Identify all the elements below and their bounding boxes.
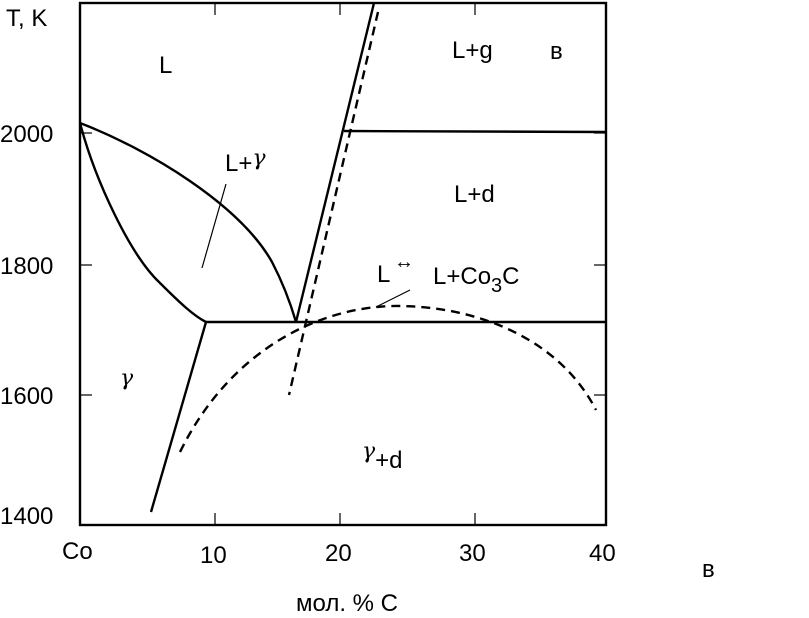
metastable-liquidus-dashed — [287, 11, 380, 396]
region-label-liquid-diamond: L+d — [454, 181, 495, 208]
x-tick-label-30: 30 — [459, 540, 486, 567]
y-tick-label-1800: 1800 — [0, 253, 53, 280]
panel-label-inner: в — [550, 38, 563, 65]
region-label-gamma-diamond: γ+d — [362, 439, 403, 474]
x-origin-label: Co — [62, 538, 93, 565]
y-tick-label-1600: 1600 — [0, 383, 53, 410]
x-tick-marks — [214, 3, 476, 525]
y-tick-marks — [80, 132, 606, 396]
metastable-arrow: ↔ — [394, 251, 414, 273]
region-label-liquid-co3c: L+Co3C — [433, 263, 520, 297]
plot-frame — [78, 1, 608, 527]
x-tick-label-20: 20 — [325, 540, 352, 567]
region-label-liquid: L — [159, 52, 172, 79]
region-label-liquid-graphite: L+g — [452, 37, 493, 64]
y-tick-label-2000: 2000 — [0, 121, 53, 148]
x-tick-label-40: 40 — [589, 540, 616, 567]
region-label-metastable-l: L — [377, 261, 390, 288]
graphite-diamond-line — [343, 129, 607, 134]
region-label-liquid-gamma: L+γ — [225, 146, 266, 177]
region-label-gamma: γ — [120, 366, 134, 391]
diamond-liquidus-line — [294, 2, 376, 323]
panel-label-outer: в — [702, 556, 715, 583]
x-tick-label-10: 10 — [200, 542, 227, 569]
gamma-solvus-line — [149, 321, 208, 513]
liquidus-curve — [79, 121, 298, 323]
solidus-curve — [78, 122, 207, 324]
leader-metastable — [375, 289, 411, 308]
leader-l-gamma — [201, 183, 227, 269]
y-axis-title: T, K — [6, 5, 47, 32]
x-axis-title: мол. % С — [296, 590, 398, 617]
co3c-boundary-dashed — [178, 304, 598, 453]
y-tick-label-1400: 1400 — [0, 503, 53, 530]
